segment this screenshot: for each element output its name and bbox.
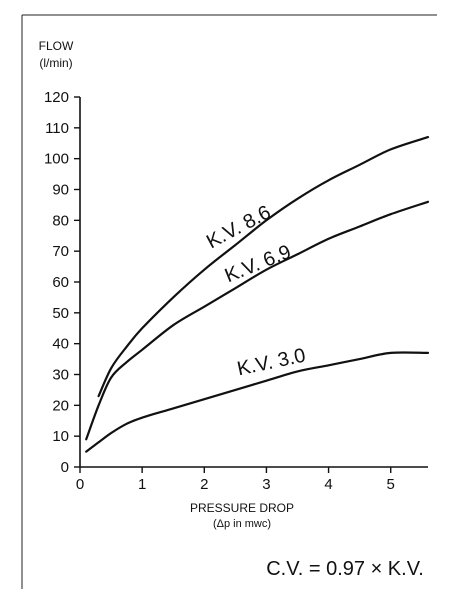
formula-text: C.V. = 0.97 × K.V.: [266, 558, 424, 580]
y-tick-label: 0: [61, 459, 69, 476]
series-lines: [85, 136, 430, 453]
y-tick-label: 90: [52, 182, 69, 199]
x-axis-title: PRESSURE DROP: [190, 501, 294, 515]
y-axis-title: FLOW: [39, 39, 74, 53]
y-tick-label: 110: [45, 120, 69, 137]
curve-label: K.V. 3.0: [235, 344, 307, 380]
y-tick-label: 80: [52, 212, 69, 229]
series-line-k-v-6-9: [85, 200, 430, 441]
y-tick-label: 60: [52, 274, 69, 291]
series-line-k-v-8-6: [97, 136, 430, 398]
x-tick-label: 1: [138, 476, 146, 493]
y-tick-label: 10: [52, 428, 69, 445]
x-ticks: 0 1 2 3 4 5: [76, 467, 395, 493]
x-tick-label: 5: [387, 476, 395, 493]
curve-labels: K.V. 8.6K.V. 6.9K.V. 3.0: [203, 201, 308, 380]
x-tick-label: 0: [76, 476, 84, 493]
y-tick-label: 100: [44, 151, 69, 168]
x-tick-label: 3: [262, 476, 270, 493]
y-tick-label: 30: [52, 367, 69, 384]
curve-label: K.V. 8.6: [203, 201, 275, 253]
y-ticks: 0 10 20 30 40 50 60 70 80 90 100 110 120: [44, 89, 80, 476]
y-tick-label: 70: [52, 243, 69, 260]
y-tick-label: 120: [44, 89, 69, 106]
x-tick-label: 2: [200, 476, 208, 493]
x-axis-unit: (Δp in mwc): [213, 518, 271, 530]
y-tick-label: 50: [52, 305, 69, 322]
series-line-k-v-3-0: [85, 351, 430, 453]
y-tick-label: 40: [52, 336, 69, 353]
y-axis-unit: (l/min): [39, 56, 72, 70]
y-tick-label: 20: [52, 397, 69, 414]
x-tick-label: 4: [324, 476, 332, 493]
